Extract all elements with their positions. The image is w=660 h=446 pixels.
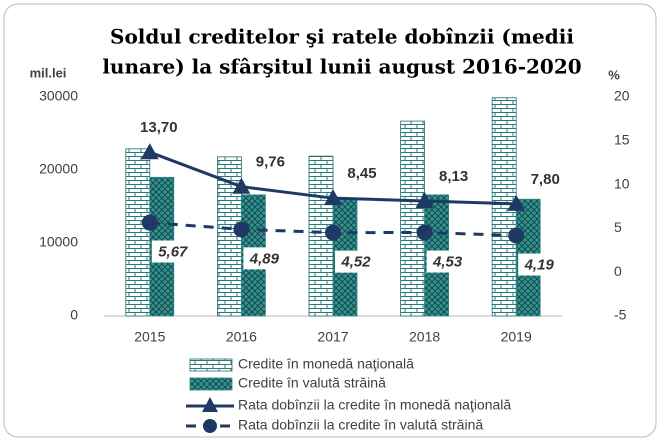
marker: [416, 224, 433, 241]
label-bg: [339, 163, 385, 186]
y2-tick-label: 10: [614, 175, 630, 191]
marker: [233, 221, 250, 238]
label-bg: [430, 165, 477, 188]
data-label: 7,80: [531, 171, 560, 188]
label-bg: [243, 247, 286, 270]
legend-label: Rata dobînzii la credite în valută străi…: [238, 417, 483, 433]
marker: [507, 194, 526, 211]
data-label: 9,76: [256, 154, 285, 171]
label-bg: [335, 250, 377, 273]
y2-tick-label: 15: [614, 132, 630, 148]
label-bg: [135, 117, 182, 140]
title: Soldul creditelor şi ratele dobînzii (me…: [110, 25, 574, 49]
label-bg: [518, 253, 561, 276]
y-tick-label: 10000: [39, 234, 78, 250]
x-tick-label: 2018: [409, 329, 440, 345]
y2-tick-label: 5: [614, 219, 622, 235]
y-label: mil.lei: [30, 65, 67, 80]
label-bg: [151, 240, 194, 263]
marker: [141, 214, 158, 231]
label-bg: [522, 168, 569, 191]
legend-swatch: [189, 358, 233, 372]
y-tick-label: 0: [70, 307, 78, 323]
data-label: 4,53: [432, 253, 463, 270]
x-tick-label: 2017: [317, 329, 348, 345]
y2-tick-label: -5: [614, 307, 627, 323]
legend-label: Credite în monedă naţională: [238, 356, 414, 372]
data-label: 5,67: [158, 243, 188, 260]
y2-label: %: [608, 67, 620, 82]
marker: [140, 143, 159, 160]
x-tick-label: 2019: [501, 329, 532, 345]
data-label: 8,13: [439, 168, 468, 185]
marker: [232, 177, 251, 194]
data-label: 8,45: [347, 165, 376, 182]
y-tick-label: 20000: [39, 161, 78, 177]
legend-label: Rata dobînzii la credite în monedă naţio…: [238, 397, 511, 413]
legend-label: Credite în valută străină: [238, 375, 386, 391]
legend-swatch: [203, 419, 217, 433]
marker: [415, 191, 434, 208]
y2-tick-label: 20: [614, 88, 630, 104]
marker: [324, 189, 342, 206]
label-bg: [426, 250, 469, 273]
bar: [400, 120, 426, 317]
title: lunare) la sfârşitul lunii august 2016-2…: [102, 55, 581, 79]
x-tick-label: 2016: [226, 329, 257, 345]
bar: [125, 148, 151, 317]
label-bg: [247, 151, 294, 174]
legend-swatch: [189, 377, 233, 391]
data-label: 4,19: [524, 256, 555, 273]
data-label: 4,89: [249, 250, 280, 267]
legend-swatch: [202, 397, 218, 412]
x-tick-label: 2015: [134, 329, 165, 345]
data-label: 13,70: [140, 119, 178, 136]
data-label: 4,52: [340, 254, 371, 271]
y-tick-label: 30000: [39, 88, 78, 104]
marker: [508, 227, 525, 244]
marker: [325, 224, 341, 241]
y2-tick-label: 0: [614, 263, 622, 279]
